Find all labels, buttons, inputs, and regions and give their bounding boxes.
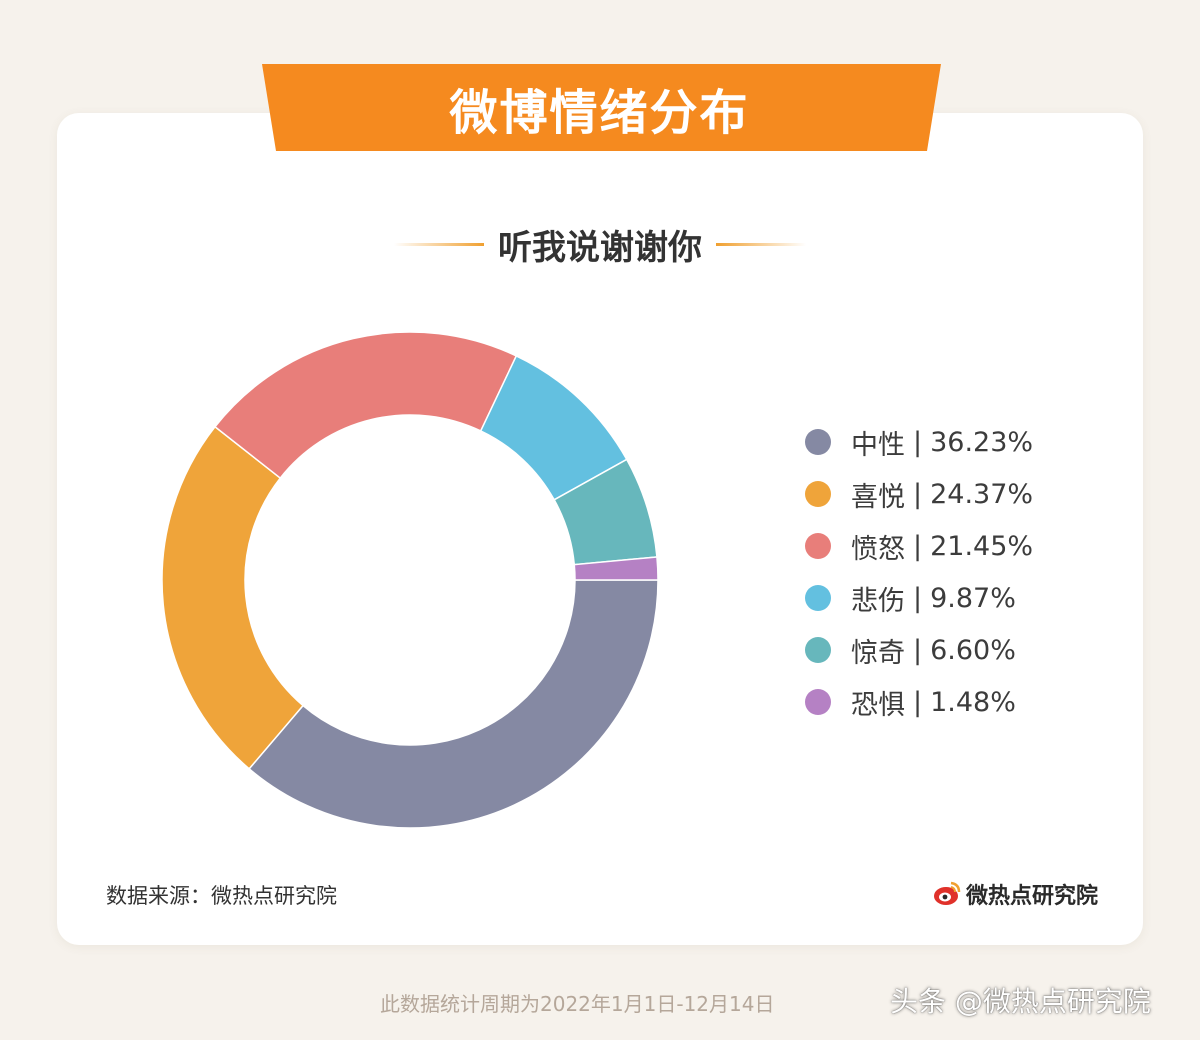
legend-separator: | [913,530,923,562]
watermark: 头条 @微热点研究院 [890,985,1151,1018]
legend-value: 21.45% [930,530,1034,562]
legend-value: 24.37% [930,478,1034,510]
donut-slice-3 [213,331,518,480]
brand-logo: 微热点研究院 [932,878,1098,910]
legend-value: 36.23% [930,426,1034,458]
donut-chart [161,331,659,829]
legend-swatch [805,481,831,507]
legend-label: 中性 [851,429,905,461]
legend-item: 悲伤 | 9.87% [805,572,1033,624]
subtitle-line-right [716,242,806,246]
legend-label: 喜悦 [851,481,905,513]
legend-label: 悲伤 [851,585,905,617]
legend-swatch [805,429,831,455]
legend-item: 中性 | 36.23% [805,416,1033,468]
donut-slice-6 [573,556,659,581]
legend-swatch [805,637,831,663]
banner-shape [262,64,941,151]
donut-slice-2 [161,425,305,770]
legend-separator: | [913,582,923,614]
legend-separator: | [913,686,923,718]
legend-value: 9.87% [930,582,1016,614]
legend-item: 愤怒 | 21.45% [805,520,1033,572]
legend-value: 1.48% [930,686,1016,718]
legend-item: 喜悦 | 24.37% [805,468,1033,520]
period-note: 此数据统计周期为2022年1月1日-12月14日 [380,992,775,1016]
legend-value: 6.60% [930,634,1016,666]
legend-separator: | [913,478,923,510]
legend-label: 惊奇 [851,637,905,669]
legend-separator: | [913,634,923,666]
legend-swatch [805,689,831,715]
logo-text: 微热点研究院 [966,884,1099,909]
legend-swatch [805,533,831,559]
legend-label: 恐惧 [851,689,905,721]
page-title: 微博情绪分布 [449,84,750,141]
legend-separator: | [913,426,923,458]
data-source: 数据来源：微热点研究院 [106,884,337,908]
subtitle-line-left [394,242,484,246]
weibo-eye-icon [934,881,961,905]
legend-swatch [805,585,831,611]
legend-label: 愤怒 [851,533,905,565]
chart-subtitle: 听我说谢谢你 [498,227,702,268]
legend-item: 恐惧 | 1.48% [805,676,1033,728]
legend-item: 惊奇 | 6.60% [805,624,1033,676]
subtitle-row: 听我说谢谢你 [380,222,820,268]
chart-legend: 中性 | 36.23% 喜悦 | 24.37% 愤怒 | 21.45% 悲伤 | 9.87% 惊奇 | 6.… [805,416,1033,728]
donut-slice-1 [248,579,659,829]
title-banner: 微博情绪分布 [258,64,941,151]
